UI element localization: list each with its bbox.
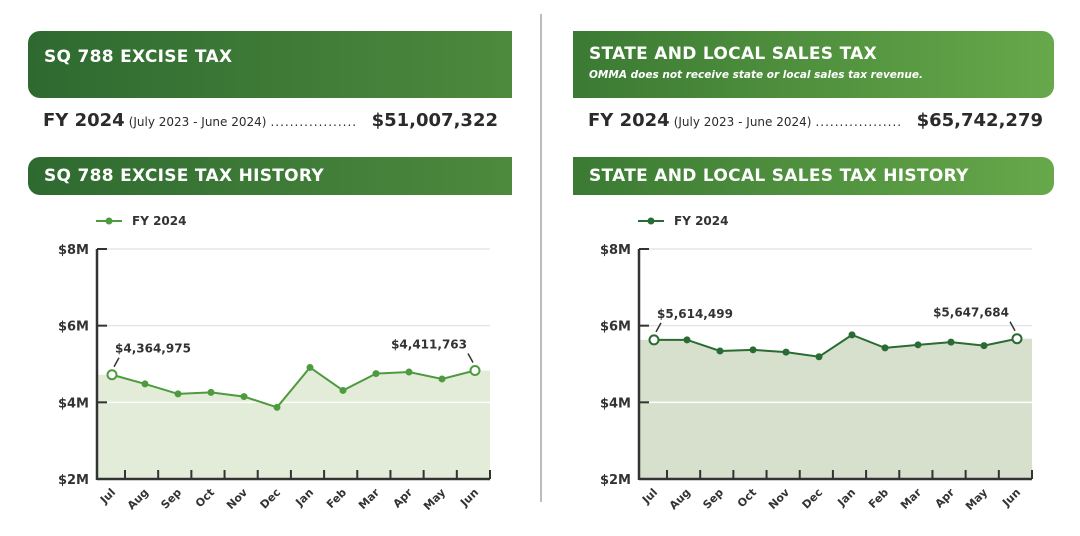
data-point <box>947 338 955 346</box>
x-tick-label: Feb <box>324 486 349 511</box>
legend-label: FY 2024 <box>132 214 186 228</box>
data-point <box>207 388 215 396</box>
y-tick-label: $2M <box>58 473 89 488</box>
annotation-leader <box>467 353 474 363</box>
y-tick-label: $8M <box>58 243 89 258</box>
data-point <box>648 334 660 346</box>
data-point <box>881 344 889 352</box>
annotation-leader <box>655 322 662 333</box>
data-point <box>980 342 988 350</box>
x-tick-label: Apr <box>391 486 416 511</box>
annotation-label: $4,364,975 <box>115 342 191 356</box>
data-point <box>174 390 182 398</box>
fy-label: FY 2024 <box>43 110 125 131</box>
data-point <box>106 369 118 381</box>
sales-tax-subtitle: OMMA does not receive state or local sal… <box>589 69 923 81</box>
y-tick-label: $6M <box>58 320 89 335</box>
sales-history-title: STATE AND LOCAL SALES TAX HISTORY <box>589 166 969 186</box>
x-tick-label: Mar <box>898 486 924 512</box>
data-point <box>273 403 281 411</box>
excise-tax-title: SQ 788 EXCISE TAX <box>44 47 233 67</box>
excise-history-chart: $2M $4M $6M $8M Jul Aug Sep Oct Nov Dec Jan Feb Mar A… <box>58 214 491 513</box>
x-tick-label: Oct <box>193 486 217 510</box>
x-tick-label: Jun <box>457 486 481 510</box>
data-point <box>405 368 413 376</box>
x-tick-label: Dec <box>258 486 284 512</box>
x-tick-label: Nov <box>224 485 251 512</box>
legend-label: FY 2024 <box>674 214 728 228</box>
data-point <box>782 348 790 356</box>
y-tick-label: $8M <box>600 243 631 258</box>
x-tick-label: Apr <box>933 486 958 511</box>
x-tick-label: Jan <box>293 486 317 510</box>
sales-tax-header: STATE AND LOCAL SALES TAX OMMA does not … <box>573 31 1054 98</box>
fy-label: FY 2024 <box>588 110 670 131</box>
annotation-label: $5,614,499 <box>657 307 733 321</box>
fy-amount: $51,007,322 <box>371 110 498 131</box>
leader-dots: .................. <box>815 115 903 129</box>
divider <box>540 14 542 502</box>
y-tick-label: $4M <box>600 396 631 411</box>
data-point <box>372 370 380 378</box>
data-point <box>683 336 691 344</box>
excise-history-header: SQ 788 EXCISE TAX HISTORY <box>28 157 512 195</box>
y-tick-label: $4M <box>58 396 89 411</box>
x-tick-label: Jul <box>97 486 118 507</box>
data-point <box>914 341 922 349</box>
x-tick-label: Jan <box>835 486 859 510</box>
x-tick-label: Mar <box>356 486 382 512</box>
legend-marker <box>647 217 655 225</box>
x-tick-label: Aug <box>125 486 151 512</box>
fy-amount: $65,742,279 <box>916 110 1043 131</box>
series-line <box>654 333 1018 358</box>
data-point <box>339 386 347 394</box>
x-tick-label: Feb <box>866 486 891 511</box>
x-tick-label: Jul <box>639 486 660 507</box>
x-tick-label: Dec <box>800 486 826 512</box>
data-point <box>438 375 446 383</box>
data-point <box>815 353 823 361</box>
x-tick-label: Sep <box>700 486 726 512</box>
y-tick-label: $6M <box>600 320 631 335</box>
sales-history-header: STATE AND LOCAL SALES TAX HISTORY <box>573 157 1054 195</box>
y-tick-label: $2M <box>600 473 631 488</box>
x-tick-label: Aug <box>667 486 693 512</box>
area-fill <box>97 367 490 479</box>
excise-fy-total: FY 2024 (July 2023 - June 2024) ........… <box>43 110 498 131</box>
sales-history-chart: $2M $4M $6M $8M Jul Aug Sep Oct Nov Dec Jan Feb Mar A… <box>600 214 1033 513</box>
x-tick-label: Jun <box>999 486 1023 510</box>
sales-fy-total: FY 2024 (July 2023 - June 2024) ........… <box>588 110 1043 131</box>
sales-tax-title: STATE AND LOCAL SALES TAX <box>589 44 878 64</box>
data-point <box>141 380 149 388</box>
data-point <box>716 347 724 355</box>
fy-period: (July 2023 - June 2024) <box>128 115 267 129</box>
legend-marker <box>105 217 113 225</box>
x-tick-label: Sep <box>158 486 184 512</box>
x-tick-label: Nov <box>766 485 793 512</box>
data-point <box>1011 333 1023 345</box>
area-fill <box>639 334 1032 479</box>
data-point <box>240 393 248 401</box>
data-point <box>306 363 314 371</box>
x-tick-label: May <box>963 486 990 513</box>
excise-history-title: SQ 788 EXCISE TAX HISTORY <box>44 166 324 186</box>
series-line <box>111 366 476 409</box>
annotation-label: $5,647,684 <box>933 306 1009 320</box>
x-tick-label: May <box>421 486 448 513</box>
excise-tax-header: SQ 788 EXCISE TAX <box>28 31 512 98</box>
annotation-leader <box>1009 321 1016 332</box>
data-point <box>749 346 757 354</box>
leader-dots: .................. <box>270 115 358 129</box>
data-point <box>848 331 856 339</box>
x-tick-label: Oct <box>735 486 759 510</box>
annotation-label: $4,411,763 <box>391 338 467 352</box>
fy-period: (July 2023 - June 2024) <box>673 115 812 129</box>
annotation-leader <box>113 357 120 368</box>
data-point <box>469 365 481 377</box>
